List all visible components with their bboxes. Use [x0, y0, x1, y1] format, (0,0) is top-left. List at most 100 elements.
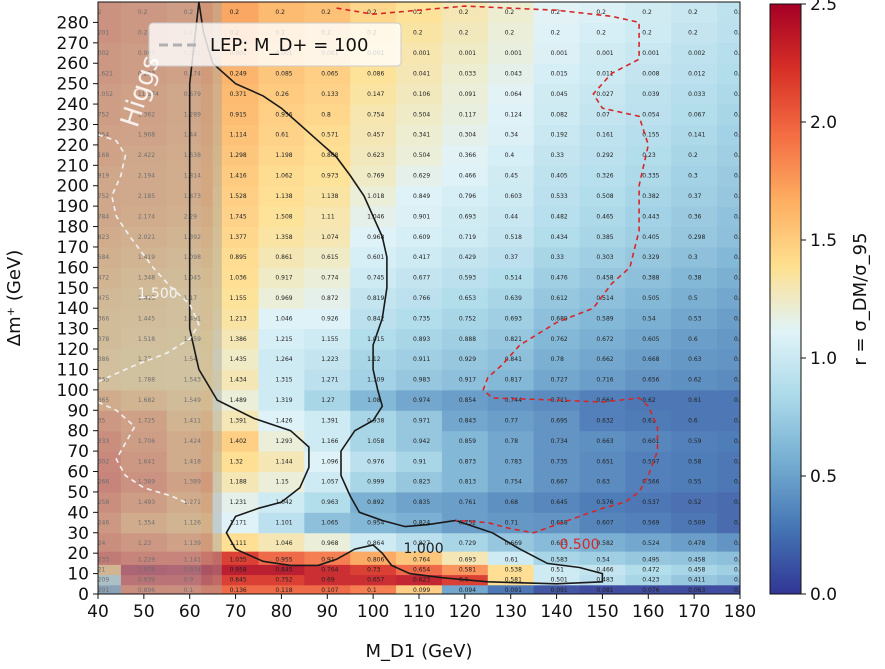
cell-value-label: 0.872 — [321, 295, 338, 302]
cell-value-label: 0.821 — [505, 336, 522, 343]
heatmap-cell — [717, 287, 740, 309]
cell-value-label: 0.819 — [367, 295, 384, 302]
heatmap-cell — [625, 349, 672, 370]
heatmap-cell — [120, 532, 168, 552]
y-tick-label: 10 — [67, 565, 89, 585]
heatmap-cell — [212, 349, 259, 370]
heatmap-cell — [98, 246, 122, 268]
heatmap-cell — [441, 42, 489, 64]
heatmap-cell — [487, 267, 535, 289]
heatmap-cell — [98, 267, 122, 289]
cell-value-label: 0.668 — [642, 356, 659, 363]
heatmap-cell — [304, 246, 351, 268]
cell-value-label: 1.096 — [321, 458, 338, 465]
cell-value-label: 0.008 — [642, 70, 659, 77]
cell-value-label: 1.315 — [275, 377, 292, 384]
cell-value-label: 1.289 — [184, 111, 201, 118]
cell-value-label: 0.388 — [642, 275, 659, 282]
y-tick-label: 90 — [67, 401, 89, 421]
cell-value-label: 1.155 — [321, 336, 338, 343]
cell-value-label: 0.501 — [551, 577, 568, 584]
heatmap-cell — [671, 308, 718, 330]
heatmap-cell — [304, 165, 351, 187]
cell-value-label: 1.264 — [275, 356, 292, 363]
cell-value-label: 0.001 — [459, 50, 476, 57]
cell-value-label: 0.141 — [688, 132, 705, 139]
heatmap-cell — [212, 185, 259, 207]
heatmap-cell — [579, 349, 626, 370]
heatmap-cell — [258, 389, 305, 411]
cell-value-label: 1.229 — [138, 556, 155, 563]
cell-value-label: 0.581 — [505, 577, 522, 584]
heatmap-cell — [304, 2, 351, 23]
cell-value-label: 0.2 — [734, 9, 744, 16]
cell-value-label: 0.2 — [413, 9, 423, 16]
heatmap-cell — [625, 2, 672, 23]
cell-value-label: 1.046 — [367, 213, 384, 220]
cell-value-label: 1.223 — [321, 356, 338, 363]
cell-value-label: 1.814 — [184, 173, 201, 180]
heatmap-cell — [258, 2, 305, 23]
cell-value-label: 0.2 — [642, 9, 652, 16]
cell-value-label: 0.813 — [459, 479, 476, 486]
heatmap-cell — [258, 328, 305, 350]
cell-value-label: 0.2 — [505, 30, 515, 37]
cell-value-label: 0.514 — [505, 275, 522, 282]
heatmap-cell — [441, 491, 489, 513]
cell-value-label: 0.039 — [642, 91, 659, 98]
heatmap-cell — [350, 226, 397, 248]
cell-value-label: 0.01 — [734, 70, 748, 77]
heatmap-cell — [671, 532, 718, 552]
heatmap-cell — [120, 83, 168, 105]
colorbar-title: r = σ_DM/σ_95 — [850, 232, 871, 365]
cell-value-label: 1.046 — [275, 540, 292, 547]
cell-value-label: 1.54 — [184, 356, 198, 363]
heatmap-cell — [212, 532, 259, 552]
heatmap-cell — [120, 369, 168, 391]
heatmap-cell — [533, 430, 580, 452]
heatmap-cell — [258, 349, 305, 370]
heatmap-cell — [304, 532, 351, 552]
cell-value-label: 0.099 — [413, 587, 430, 594]
cell-value-label: 0.664 — [596, 397, 613, 404]
cell-value-label: 1.035 — [230, 556, 247, 563]
cell-value-label: 1.418 — [184, 458, 201, 465]
x-tick-label: 180 — [724, 602, 756, 622]
heatmap-cell — [212, 287, 259, 309]
cell-value-label: 1.155 — [230, 295, 247, 302]
cell-value-label: 0.752 — [275, 577, 292, 584]
cell-value-label: 0.61 — [642, 417, 656, 424]
cell-value-label: 0.1 — [367, 587, 377, 594]
cell-value-label: 0.735 — [551, 458, 568, 465]
cell-value-label: 0.091 — [459, 91, 476, 98]
heatmap-cell — [625, 532, 672, 552]
heatmap-cell — [579, 551, 626, 565]
cell-value-label: 0.001 — [596, 50, 613, 57]
y-tick-label: 120 — [57, 340, 89, 360]
cell-value-label: 0.958 — [230, 567, 247, 574]
cell-value-label: 0.845 — [275, 567, 292, 574]
heatmap-cell — [258, 369, 305, 391]
cell-value-label: 0.566 — [642, 479, 659, 486]
heatmap-cell — [212, 246, 259, 268]
cell-value-label: 0.956 — [275, 111, 292, 118]
heatmap-cell — [304, 564, 351, 576]
cell-value-label: 1.042 — [275, 499, 292, 506]
heatmap-cell — [717, 165, 740, 187]
x-tick-label: 120 — [449, 602, 481, 622]
cell-value-label: 0.524 — [642, 540, 659, 547]
heatmap-cell — [671, 551, 718, 565]
heatmap-cell — [166, 584, 214, 594]
cell-value-label: 1.77 — [138, 356, 152, 363]
cell-value-label: 1.392 — [184, 234, 201, 241]
colorbar-tick-label: 1.5 — [810, 231, 837, 251]
heatmap-cell — [120, 451, 168, 473]
y-tick-label: 150 — [57, 279, 89, 299]
heatmap-cell — [120, 206, 168, 228]
cell-value-label: 0.54 — [734, 479, 748, 486]
cell-value-label: 0.5 — [688, 295, 698, 302]
heatmap-cell — [396, 63, 443, 85]
cell-value-label: 0.3 — [688, 254, 698, 261]
heatmap-cell — [396, 389, 443, 411]
heatmap-cell — [579, 165, 626, 187]
